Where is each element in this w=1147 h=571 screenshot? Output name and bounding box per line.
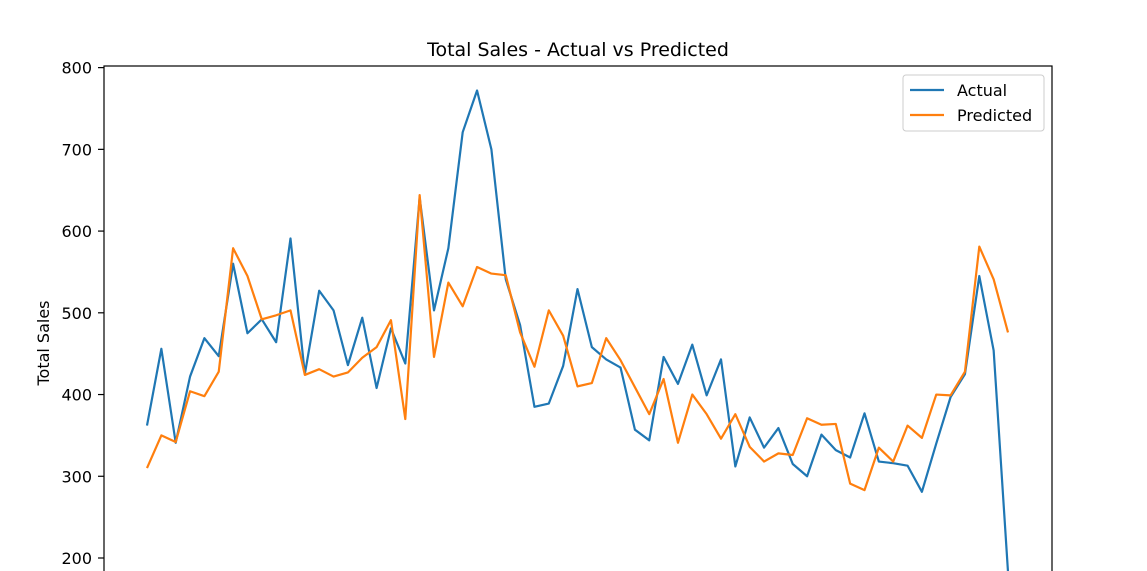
legend: Actual Predicted xyxy=(902,74,1045,132)
series-line-predicted xyxy=(145,194,1010,492)
y-tick-label: 300 xyxy=(61,467,92,486)
y-axis-label: Total Sales xyxy=(34,300,53,386)
series-line-actual xyxy=(145,89,1010,571)
plot-area-frame xyxy=(103,65,1053,571)
legend-label-predicted: Predicted xyxy=(957,106,1032,125)
legend-label-actual: Actual xyxy=(957,81,1007,100)
y-axis: 200 300 400 500 600 700 800 xyxy=(61,59,104,568)
y-tick-label: 200 xyxy=(61,549,92,568)
y-tick-label: 400 xyxy=(61,386,92,405)
series-lines xyxy=(145,89,1010,571)
y-tick-label: 600 xyxy=(61,222,92,241)
y-tick-label: 500 xyxy=(61,304,92,323)
y-tick-label: 800 xyxy=(61,59,92,78)
chart-title: Total Sales - Actual vs Predicted xyxy=(426,39,729,61)
y-tick-label: 700 xyxy=(61,140,92,159)
